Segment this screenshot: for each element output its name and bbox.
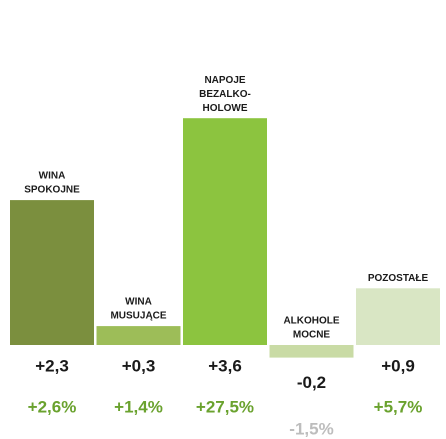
category-label: BEZALKO- (199, 89, 251, 100)
bar (183, 118, 267, 345)
category-label: HOLOWE (203, 103, 248, 114)
value-label: +3,6 (208, 356, 242, 375)
bar (269, 345, 354, 358)
category-label: NAPOJE (204, 75, 245, 86)
category-label: SPOKOJNE (24, 185, 80, 196)
category-label: WINA (125, 297, 152, 308)
change-label: +1,4% (114, 397, 163, 416)
value-label: +0,9 (381, 356, 415, 375)
bar (10, 200, 94, 345)
category-label: POZOSTAŁE (368, 273, 429, 284)
change-label: +5,7% (374, 397, 423, 416)
value-label: +0,3 (122, 356, 156, 375)
value-label: -0,2 (297, 373, 326, 392)
bar (356, 288, 440, 345)
change-label: -1,5% (289, 419, 333, 438)
category-label: ALKOHOLE (283, 316, 339, 327)
category-label: WINA (39, 171, 66, 182)
change-label: +2,6% (28, 397, 77, 416)
change-label: +27,5% (196, 397, 254, 416)
bar (96, 326, 181, 345)
category-label: MOCNE (293, 330, 331, 341)
value-label: +2,3 (35, 356, 69, 375)
category-label: MUSUJĄCE (110, 311, 166, 322)
